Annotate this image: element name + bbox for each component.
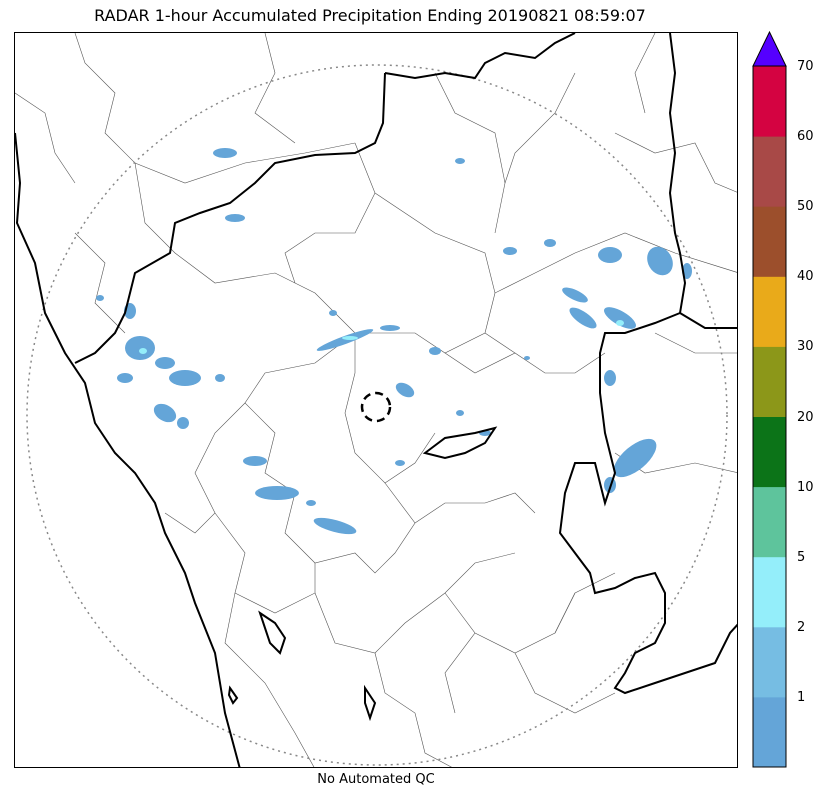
colorbar-tick-label: 2: [797, 619, 806, 635]
district-boundaries: [15, 33, 737, 767]
colorbar-tick-label: 70: [797, 59, 814, 74]
precipitation-echoes: [96, 148, 692, 535]
colorbar-segment: [753, 346, 786, 417]
radar-range-ring: [26, 64, 728, 766]
colorbar-tick-label: 10: [797, 479, 814, 495]
colorbar-segment: [753, 626, 786, 698]
colorbar-tick-label: 20: [797, 409, 814, 425]
colorbar-canvas: [752, 30, 787, 768]
colorbar-segment: [753, 66, 786, 137]
colorbar-segment: [753, 696, 786, 768]
colorbar: [752, 30, 787, 768]
radar-map: [14, 32, 738, 768]
colorbar-tick-label: 1: [797, 689, 806, 705]
colorbar-tick-label: 5: [797, 549, 806, 565]
radar-site-marker: [360, 391, 392, 423]
colorbar-tick-label: 30: [797, 339, 814, 355]
colorbar-segment: [753, 136, 786, 207]
colorbar-tick-label: 60: [797, 129, 814, 145]
map-canvas: [15, 33, 737, 767]
qc-status-label: No Automated QC: [317, 772, 435, 787]
coastline: [15, 132, 241, 767]
colorbar-segment: [753, 206, 786, 277]
colorbar-segment: [753, 276, 786, 347]
colorbar-extend-arrow: [752, 30, 787, 67]
colorbar-tick-label: 50: [797, 199, 814, 215]
colorbar-tick-label: 40: [797, 269, 814, 285]
precipitation-highlights: [139, 320, 624, 354]
colorbar-segment: [753, 556, 786, 628]
chart-title: RADAR 1-hour Accumulated Precipitation E…: [94, 6, 646, 25]
colorbar-segment: [753, 486, 786, 558]
state-boundaries: [15, 33, 737, 767]
colorbar-segment: [753, 416, 786, 488]
colorbar-frame: [752, 65, 787, 768]
colorbar-segments: [753, 66, 786, 768]
